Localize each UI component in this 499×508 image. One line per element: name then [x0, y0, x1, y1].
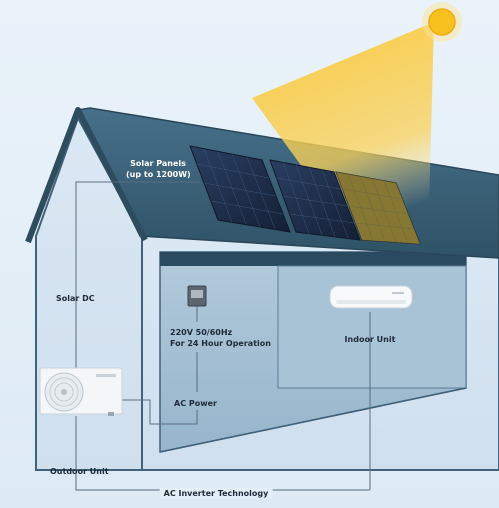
solar-panel-icon	[269, 159, 361, 241]
solar-dc-wire	[75, 181, 200, 372]
solar-panels-capacity: (up to 1200W)	[126, 170, 191, 179]
floor-line	[159, 387, 467, 453]
interior-right-room	[277, 265, 467, 389]
roof-gable-edge	[25, 107, 148, 244]
solar-panels-title: Solar Panels	[130, 159, 186, 168]
solar-panels	[189, 145, 421, 245]
solar-panels-label: Solar Panels (up to 1200W)	[126, 158, 191, 180]
solar-panel-icon	[335, 171, 421, 245]
technology-label: AC Inverter Technology	[159, 488, 273, 499]
outdoor-unit-icon	[39, 367, 123, 416]
indoor-unit-label: Indoor Unit	[344, 335, 396, 344]
power-voltage: 220V 50/60Hz	[170, 328, 233, 337]
interior-ceiling	[160, 252, 466, 266]
solar-dc-label: Solar DC	[56, 294, 95, 303]
indoor-unit-icon	[329, 285, 413, 309]
ac-power-label: AC Power	[174, 399, 217, 408]
outdoor-unit-label: Outdoor Unit	[50, 467, 109, 476]
power-meter-icon	[187, 285, 207, 307]
solar-panel-icon	[189, 145, 291, 233]
power-spec-label: 220V 50/60Hz For 24 Hour Operation	[170, 327, 271, 349]
sun-icon	[422, 2, 462, 42]
power-operation: For 24 Hour Operation	[170, 339, 271, 348]
outdoor-feed-wire	[120, 399, 198, 425]
